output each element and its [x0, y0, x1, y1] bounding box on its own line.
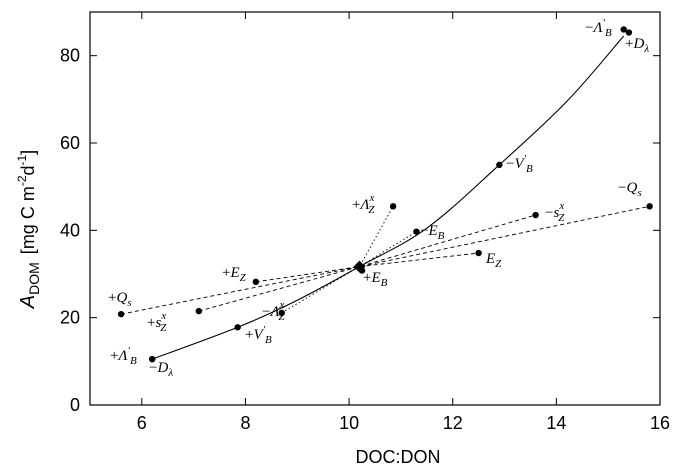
point-label-e-z-plus: +EZ — [222, 265, 247, 284]
point-label-lambda-b-plus: +Λ′B — [110, 345, 137, 367]
point-label-d-lambda-plus: +Dλ — [625, 36, 649, 55]
point-label-lambda-zx-minus: −Λx Z — [262, 299, 285, 323]
x-tick-label: 8 — [240, 413, 250, 433]
y-tick-label: 20 — [60, 308, 80, 328]
x-tick-label: 16 — [650, 413, 670, 433]
data-point-4-1 — [389, 203, 397, 210]
point-label-s-zx-minus: −sx Z — [545, 200, 565, 224]
axes-layer — [89, 11, 661, 406]
data-point-2-0 — [195, 307, 203, 315]
x-tick-label: 6 — [137, 413, 147, 433]
y-axis-subscript: DOM — [26, 262, 42, 295]
y-axis-units-close: ] — [18, 150, 38, 155]
series-line-4 — [281, 206, 394, 314]
series-line-3 — [255, 252, 479, 283]
data-point-2-1 — [532, 211, 539, 219]
y-axis-units-open: [mg C m — [18, 186, 38, 254]
point-label-d-lambda-minus: −Dλ — [149, 360, 173, 379]
data-point-0-5 — [625, 29, 633, 36]
x-axis-title: DOC:DON — [356, 447, 441, 467]
ticks-layer: 6 8 10 12 14 16 0 20 40 60 80 — [60, 12, 670, 433]
data-point-3-0 — [252, 278, 260, 286]
point-label-e-b-minus: −EB — [420, 223, 445, 242]
data-point-0-4 — [620, 26, 627, 33]
point-label-q-s-plus: +Qs — [108, 290, 132, 309]
points-layer — [117, 26, 653, 363]
series-line-0 — [151, 35, 625, 360]
y-axis-exp1: -2 — [15, 175, 29, 186]
labels-layer: +Λ′B −Dλ +V′B −Λx Z +Qs +sx Z +EZ +Λx Z +EB… — [108, 17, 649, 379]
point-label-e-z-minus: EZ — [485, 251, 502, 270]
point-label-v-b-plus: +V′B — [245, 324, 272, 346]
data-point-3-1 — [475, 249, 482, 257]
y-tick-label: 60 — [60, 133, 80, 153]
y-tick-label: 80 — [60, 46, 80, 66]
x-tick-label: 12 — [443, 413, 463, 433]
data-point-0-1 — [148, 355, 156, 363]
series-line-2 — [198, 214, 536, 312]
data-point-1-1 — [646, 203, 653, 210]
data-point-0-3 — [496, 161, 503, 169]
data-point-4-0 — [278, 309, 285, 317]
y-axis-symbol: A — [17, 295, 39, 309]
point-label-lambda-b-minus: −Λ′B — [585, 17, 612, 39]
y-axis-units-mid: d — [18, 165, 38, 175]
y-tick-label: 0 — [70, 395, 80, 415]
point-label-lambda-zx-plus: +Λx Z — [352, 192, 375, 216]
y-axis-title: ADOM [mg C m-2d-1] — [15, 150, 42, 309]
x-tick-label: 10 — [339, 413, 359, 433]
series-line-1 — [121, 205, 650, 315]
y-tick-label: 40 — [60, 220, 80, 240]
point-label-v-b-minus: −V′B — [506, 153, 533, 175]
y-axis-exp2: -1 — [15, 154, 29, 165]
point-label-s-zx-plus: +sx Z — [147, 310, 167, 334]
plot-frame — [89, 11, 661, 406]
data-point-0-2 — [234, 324, 241, 331]
center-point-marker — [353, 260, 366, 273]
data-point-5-1 — [413, 228, 420, 235]
data-point-1-0 — [117, 310, 125, 318]
point-label-q-s-minus: −Qs — [618, 180, 642, 199]
x-tick-label: 14 — [546, 413, 566, 433]
point-label-e-b-plus: +EB — [363, 270, 388, 289]
